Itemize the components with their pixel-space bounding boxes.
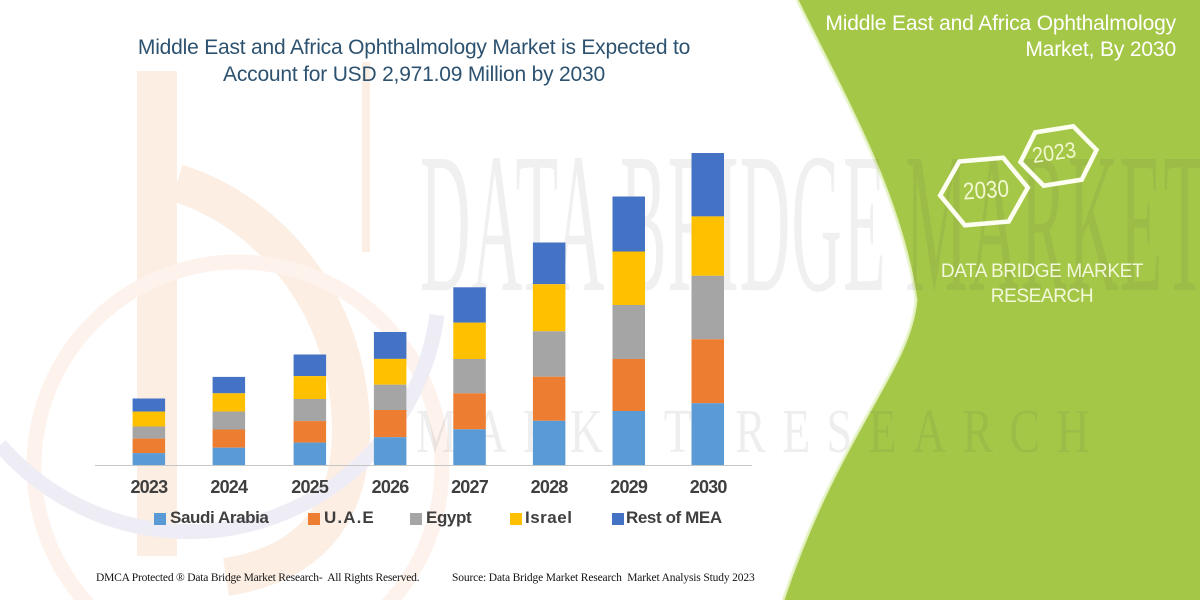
svg-text:2030: 2030 [962, 175, 1010, 205]
svg-text:MARKET RESEARCH: MARKET RESEARCH [416, 396, 1106, 465]
svg-text:2023: 2023 [1031, 137, 1078, 168]
